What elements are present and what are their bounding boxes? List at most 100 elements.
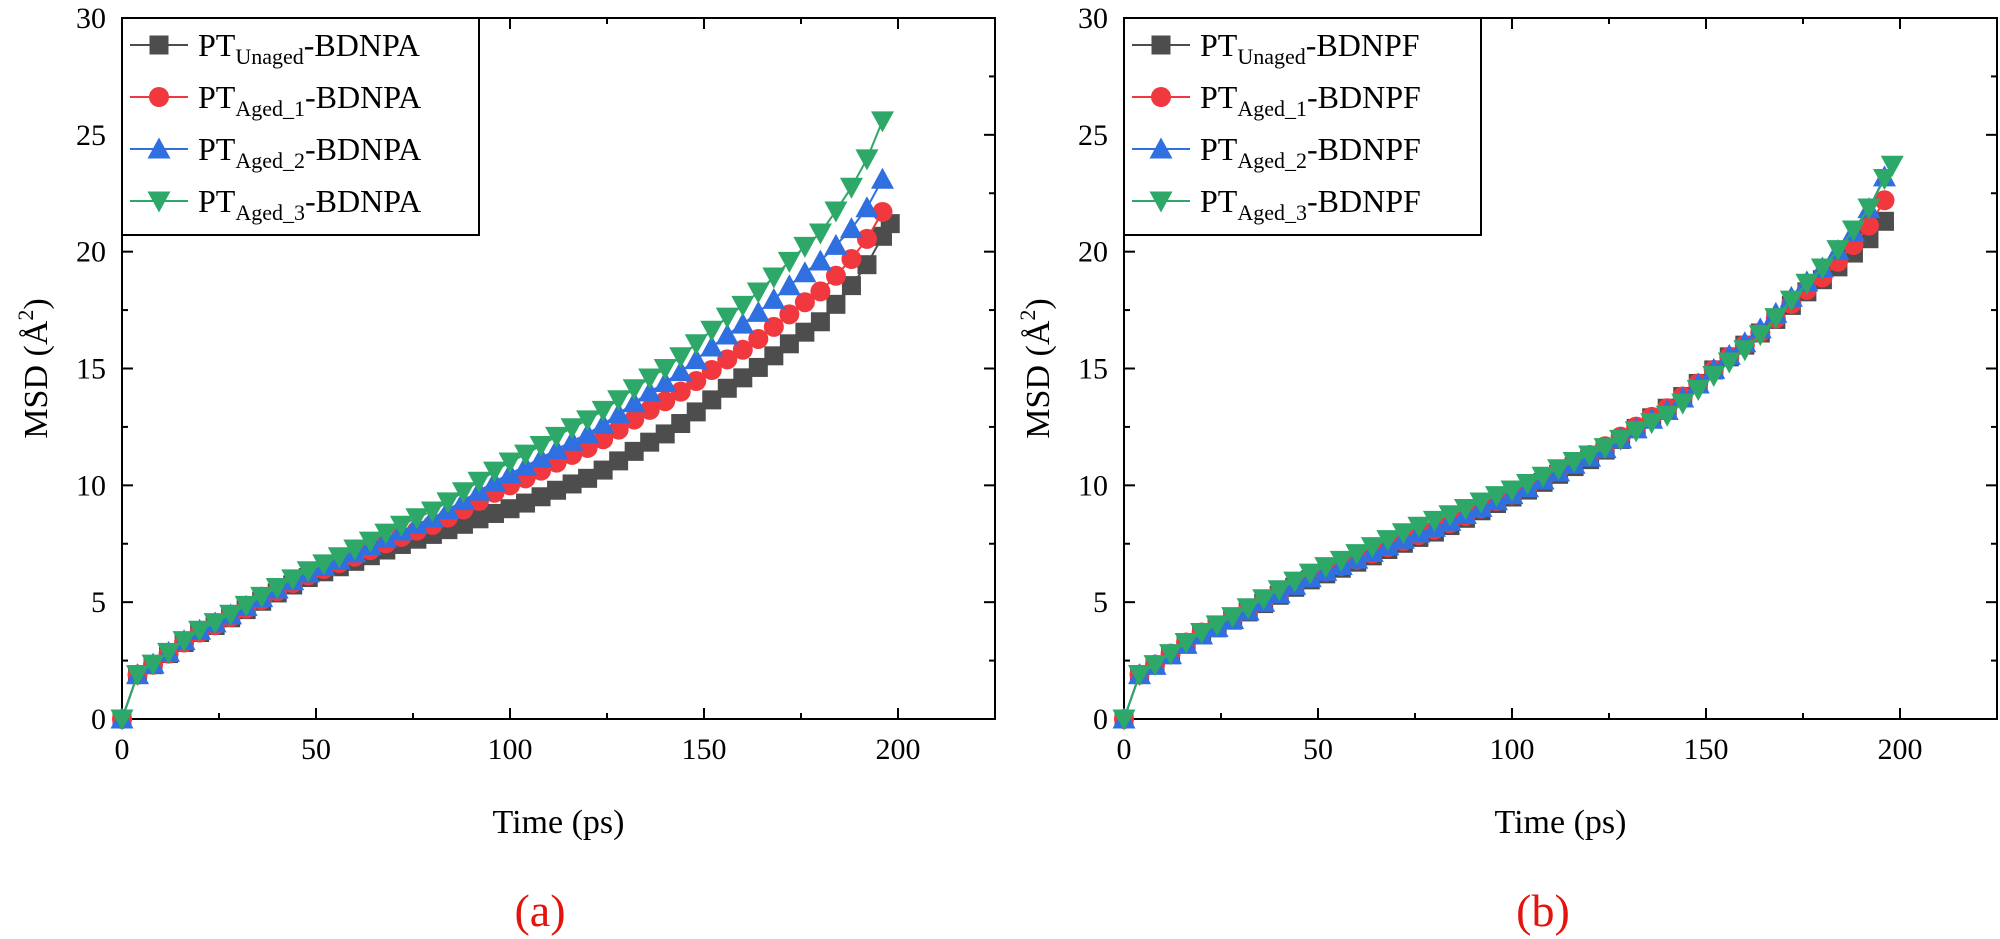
data-point bbox=[312, 554, 336, 576]
data-point bbox=[1329, 550, 1353, 572]
data-point bbox=[731, 312, 755, 334]
data-point bbox=[1624, 421, 1648, 443]
panel-label-a: (a) bbox=[514, 885, 565, 936]
data-point bbox=[1826, 240, 1850, 262]
chart-panel-a: 0 50 100 150 200 0 5 10 15 20 25 30 Time (ps) MSD (Å2… bbox=[13, 2, 996, 841]
y-tick-label: 20 bbox=[1078, 236, 1108, 269]
legend-item: PTAged_1-BDNPF bbox=[1132, 79, 1421, 121]
data-point bbox=[1407, 516, 1431, 538]
data-point bbox=[701, 359, 722, 380]
data-point bbox=[686, 402, 706, 422]
data-point bbox=[545, 438, 569, 460]
x-tick-label: 150 bbox=[682, 733, 727, 766]
legend-marker bbox=[149, 87, 169, 107]
legend-label-suffix: -BDNPF bbox=[1306, 27, 1420, 63]
data-point bbox=[624, 441, 644, 461]
chart-panel-b: 0 50 100 150 200 0 5 10 15 20 25 30 Time (ps) MSD (Å2… bbox=[1015, 2, 1998, 841]
data-point bbox=[1360, 537, 1384, 559]
data-point bbox=[296, 561, 320, 583]
data-point bbox=[482, 461, 506, 483]
legend-item: PTAged_3-BDNPA bbox=[130, 183, 421, 225]
data-point bbox=[1748, 325, 1772, 347]
data-point bbox=[622, 379, 646, 401]
legend: PTUnaged-BDNPAPTAged_1-BDNPAPTAged_2-BDN… bbox=[121, 17, 480, 236]
data-point bbox=[578, 468, 598, 488]
y-tick-label: 15 bbox=[1078, 353, 1108, 386]
data-point bbox=[1112, 709, 1136, 731]
legend-label-base: PT bbox=[1200, 79, 1238, 115]
series-aged-3 bbox=[1112, 155, 1904, 731]
legend-label-suffix: -BDNPF bbox=[1307, 131, 1421, 167]
data-point bbox=[607, 390, 631, 412]
data-point bbox=[1655, 405, 1679, 427]
y-axis-title-sup: 2 bbox=[13, 310, 38, 321]
data-point bbox=[746, 282, 770, 304]
series-aged-2 bbox=[110, 167, 894, 729]
data-point bbox=[1702, 366, 1726, 388]
data-point bbox=[250, 586, 274, 608]
data-point bbox=[234, 595, 258, 617]
series-line bbox=[121, 178, 884, 720]
data-point bbox=[219, 604, 243, 626]
data-point bbox=[810, 312, 830, 332]
data-point bbox=[141, 654, 165, 676]
legend-box bbox=[1123, 17, 1482, 236]
series-line bbox=[1123, 199, 1886, 720]
data-point bbox=[453, 514, 473, 534]
data-point bbox=[826, 294, 846, 314]
data-point bbox=[1128, 665, 1152, 687]
data-point bbox=[686, 371, 707, 392]
data-point bbox=[1609, 429, 1633, 451]
y-axis-title: MSD (Å2) bbox=[13, 298, 55, 438]
data-point bbox=[653, 371, 677, 393]
data-point bbox=[451, 482, 475, 504]
series-aged-2 bbox=[1112, 165, 1896, 729]
legend-label: PTAged_3-BDNPF bbox=[1200, 183, 1421, 225]
data-point bbox=[1298, 563, 1322, 585]
data-point bbox=[731, 295, 755, 317]
legend-label-base: PT bbox=[1200, 183, 1238, 219]
legend-item: PTUnaged-BDNPF bbox=[1132, 27, 1420, 69]
data-point bbox=[1640, 413, 1664, 435]
data-point bbox=[669, 360, 693, 382]
data-point bbox=[748, 357, 768, 377]
y-tick-label: 10 bbox=[1078, 469, 1108, 502]
data-point bbox=[1810, 258, 1834, 280]
legend-label-sub: Aged_2 bbox=[235, 148, 305, 173]
legend-label: PTAged_1-BDNPA bbox=[198, 79, 421, 121]
data-point bbox=[702, 390, 722, 410]
data-point bbox=[855, 149, 879, 171]
data-point bbox=[1857, 198, 1881, 220]
series-unaged bbox=[1114, 211, 1894, 729]
y-tick-label: 10 bbox=[76, 469, 106, 502]
data-point bbox=[1314, 557, 1338, 579]
legend-marker bbox=[1149, 191, 1173, 213]
data-point bbox=[825, 265, 846, 286]
data-point bbox=[1391, 523, 1415, 545]
data-point bbox=[793, 261, 817, 283]
y-axis-title-main: MSD (Å bbox=[18, 320, 55, 439]
series-line bbox=[1123, 164, 1894, 720]
legend-item: PTAged_1-BDNPA bbox=[130, 79, 421, 121]
legend-label: PTUnaged-BDNPA bbox=[198, 27, 420, 69]
data-point bbox=[684, 334, 708, 356]
data-point bbox=[1345, 544, 1369, 566]
data-point bbox=[669, 347, 693, 369]
legend-item: PTUnaged-BDNPA bbox=[130, 27, 420, 69]
x-axis-title: Time (ps) bbox=[1495, 804, 1627, 841]
y-tick-label: 30 bbox=[76, 2, 106, 35]
data-point bbox=[824, 233, 848, 255]
data-point bbox=[762, 287, 786, 309]
data-point bbox=[639, 399, 660, 420]
legend-label-base: PT bbox=[1200, 27, 1238, 63]
legend-label-sub: Unaged bbox=[1237, 44, 1305, 69]
data-point bbox=[547, 480, 567, 500]
legend-label-base: PT bbox=[198, 79, 236, 115]
data-point bbox=[420, 501, 444, 523]
data-point bbox=[715, 323, 739, 345]
legend-label-base: PT bbox=[198, 131, 236, 167]
data-point bbox=[374, 523, 398, 545]
x-axis-title: Time (ps) bbox=[493, 804, 625, 841]
y-axis-title-close: ) bbox=[1020, 298, 1057, 309]
y-tick-label: 25 bbox=[76, 119, 106, 152]
